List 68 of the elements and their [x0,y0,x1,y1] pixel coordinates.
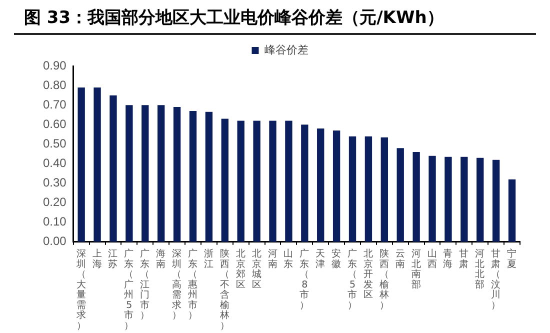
bar [142,105,149,242]
x-tick-label: 安徽 [332,248,342,270]
x-tick-label: 深圳（高需求） [171,248,182,322]
x-tick-label: 上海 [92,248,102,270]
x-tick-label: 河北南部 [411,248,422,290]
bar [317,128,324,242]
bar [126,105,133,242]
x-tick-label: 甘肃（汶川） [491,248,502,311]
bar [94,88,101,242]
y-tick-label: 0.60 [42,116,67,131]
chart-title: 图 33：我国部分地区大工业电价峰谷价差（元/KWh） [14,4,536,35]
x-tick-label: 青海 [443,248,454,270]
x-tick-label: 北京郊区 [236,248,246,290]
bar [158,105,165,242]
x-tick-label: 天津 [316,248,326,270]
bar [492,160,500,242]
bar [205,112,213,242]
y-tick-label: 0.10 [42,214,67,229]
bar [348,136,356,242]
bar [285,120,292,242]
bar [332,130,340,242]
x-tick-label: 山西 [427,248,438,270]
x-tick-label: 广东（江门市） [140,248,150,322]
bar [269,120,276,242]
x-tick-label: 海南 [156,248,166,270]
x-tick-label: 甘肃 [459,248,470,270]
x-tick-label: 云南 [395,248,406,270]
x-tick-label: 河北北部 [475,248,486,290]
y-tick-label: 0.40 [42,156,67,170]
x-tick-label: 深圳（大量需求） [75,248,86,332]
x-tick-label: 陕西（不含榆林） [218,248,230,332]
bar [396,148,404,242]
x-tick-label: 江苏 [108,248,118,270]
bar [78,88,85,242]
bar [428,156,436,242]
legend-label: 峰谷价差 [264,43,308,56]
bar [508,179,516,242]
x-tick-label: 宁夏 [507,248,518,270]
bar [173,107,181,242]
bar [301,124,308,242]
x-tick-label: 广东（广州5市） [124,248,134,332]
y-tick-label: 0.20 [42,195,67,210]
y-tick-label: 0.80 [42,78,67,92]
bar [189,110,197,242]
bar [237,120,244,242]
bar [460,156,468,242]
x-tick-label: 广东（惠州市） [186,248,198,322]
y-tick-label: 0.50 [42,136,67,150]
y-tick-label: 0.30 [42,176,67,190]
x-tick-label: 浙江 [204,248,214,270]
bar [221,118,228,242]
x-tick-label: 河南 [268,248,278,270]
x-tick-label: 广东（8市） [300,248,310,311]
x-tick-label: 北京开发区 [363,248,374,301]
x-tick-label: 山东 [284,248,294,270]
bar [412,152,420,242]
bar [476,158,484,242]
y-tick-label: 0.70 [42,97,67,112]
bar [444,156,452,242]
bar [364,136,372,242]
x-tick-label: 陕西（榆林） [378,248,390,311]
bar [110,95,117,242]
bar [253,120,260,242]
bar [380,137,388,242]
y-tick-label: 0.90 [42,58,67,72]
x-tick-label: 广东（5市） [348,248,358,311]
y-tick-label: 0.00 [42,234,67,248]
x-tick-label: 北京城区 [250,248,262,290]
